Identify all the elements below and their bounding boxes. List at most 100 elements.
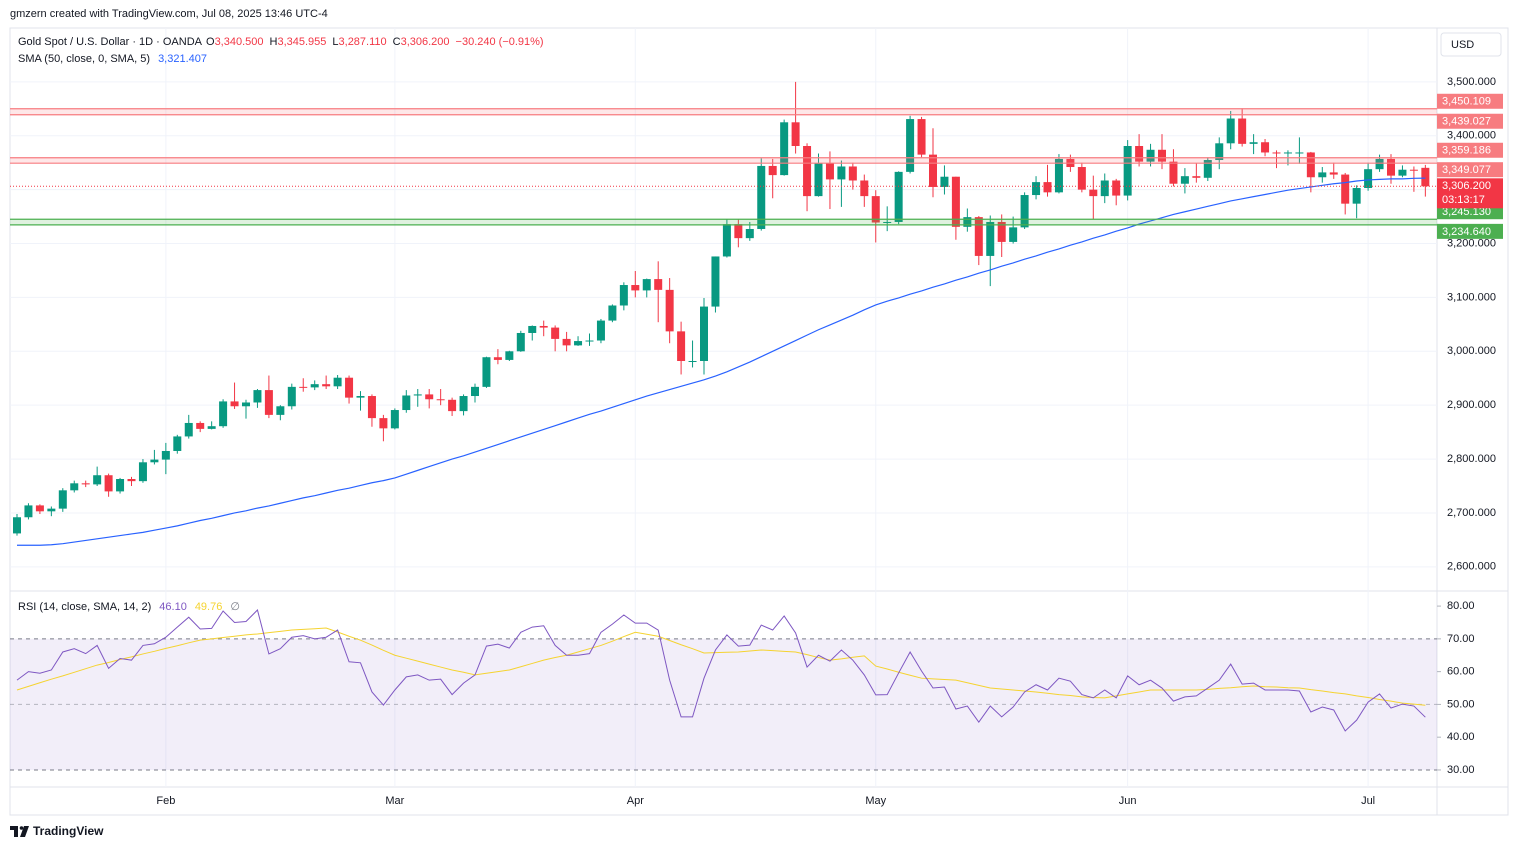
candle-body: [1043, 182, 1052, 193]
level-zone: [10, 219, 1437, 225]
candle-body: [1158, 149, 1166, 162]
candle-body: [1318, 172, 1327, 178]
candle-body: [1009, 227, 1018, 242]
candle-body: [505, 351, 514, 360]
candle-body: [791, 122, 800, 147]
rsi-extra: ∅: [230, 601, 240, 613]
header-attribution: gmzern created with TradingView.com, Jul…: [10, 8, 328, 20]
candle-body: [1032, 182, 1041, 196]
ohlc-key: C: [393, 36, 401, 48]
bar-countdown: 03:13:17: [1442, 194, 1485, 206]
candle-body: [848, 166, 857, 181]
candle-body: [1203, 160, 1212, 178]
rsi-value: 46.10: [159, 601, 187, 613]
candle-body: [768, 165, 777, 176]
candle-body: [35, 505, 44, 512]
candle-body: [574, 341, 583, 346]
candle-body: [1238, 118, 1247, 144]
candle-body: [814, 163, 823, 197]
candle-body: [1387, 158, 1395, 176]
footer-brand: TradingView: [33, 824, 104, 838]
x-tick-label: May: [865, 795, 886, 807]
ohlc-value: 3,345.955: [277, 36, 326, 48]
candle-body: [482, 357, 491, 387]
candle-body: [1146, 149, 1155, 162]
y-tick-label: 3,000.000: [1447, 345, 1496, 357]
candle-body: [711, 256, 720, 307]
rsi-tick-label: 60.00: [1447, 666, 1475, 678]
candle-body: [299, 386, 308, 388]
candle-body: [1180, 176, 1189, 184]
x-tick-label: Jul: [1361, 795, 1375, 807]
y-tick-label: 2,900.000: [1447, 399, 1496, 411]
candle-body: [219, 401, 228, 427]
candle-body: [1398, 169, 1407, 176]
level-label: 3,359.186: [1442, 145, 1491, 157]
candle-body: [562, 338, 571, 346]
candle-body: [1123, 146, 1132, 196]
y-tick-label: 2,700.000: [1447, 507, 1496, 519]
y-tick-label: 3,400.000: [1447, 130, 1496, 142]
candle-body: [345, 377, 354, 398]
x-tick-label: Jun: [1119, 795, 1137, 807]
candle-body: [13, 517, 21, 534]
y-tick-label: 2,600.000: [1447, 561, 1496, 573]
candle-body: [917, 119, 926, 155]
candle-body: [734, 224, 743, 239]
candle-body: [1215, 143, 1224, 161]
candle-body: [585, 340, 594, 342]
candle-body: [81, 483, 90, 485]
currency-label: USD: [1451, 39, 1474, 51]
level-label: 3,245.130: [1442, 206, 1491, 218]
candle-body: [860, 180, 869, 197]
candle-body: [825, 163, 834, 180]
rsi-ma-value: 49.76: [195, 601, 223, 613]
candle-body: [654, 279, 663, 290]
rsi-tick-label: 80.00: [1447, 600, 1475, 612]
level-label-bg: [1437, 113, 1503, 129]
candle-body: [70, 483, 79, 491]
candle-body: [1261, 142, 1270, 153]
candle-body: [1375, 158, 1384, 170]
candle-body: [539, 325, 548, 328]
candle-body: [642, 279, 651, 291]
candle-body: [619, 285, 628, 306]
candle-body: [379, 418, 388, 429]
candle-body: [47, 508, 56, 512]
candle-body: [665, 289, 674, 332]
candle-body: [974, 217, 983, 256]
candle-body: [906, 119, 915, 172]
candle-body: [883, 221, 892, 223]
candle-body: [104, 475, 113, 492]
candle-body: [688, 360, 697, 362]
candle-body: [722, 224, 731, 257]
candle-body: [700, 306, 708, 361]
candle-body: [745, 228, 754, 239]
x-tick-label: Mar: [385, 795, 404, 807]
tradingview-logo: [10, 826, 29, 837]
candle-body: [1272, 152, 1281, 154]
candle-body: [757, 165, 766, 229]
candle-body: [93, 475, 102, 485]
ohlc-value: 3,287.110: [339, 36, 387, 48]
candle-body: [333, 377, 342, 387]
candle-body: [402, 395, 411, 411]
candle-body: [1192, 176, 1201, 178]
candle-body: [951, 176, 960, 227]
sma-name: SMA (50, close, 0, SMA, 5): [18, 53, 150, 65]
level-label-bg: [1437, 93, 1503, 109]
candle-body: [1169, 161, 1178, 184]
candle-body: [551, 327, 560, 339]
candle-body: [596, 320, 605, 341]
candle-body: [780, 122, 789, 176]
candle-body: [894, 171, 903, 222]
candle-body: [459, 396, 468, 412]
candle-body: [677, 331, 686, 361]
candle-body: [1364, 169, 1373, 189]
candle-body: [1341, 174, 1350, 204]
rsi-tick-label: 50.00: [1447, 698, 1475, 710]
candle-body: [631, 285, 640, 291]
symbol-title: Gold Spot / U.S. Dollar · 1D · OANDA: [18, 36, 203, 48]
